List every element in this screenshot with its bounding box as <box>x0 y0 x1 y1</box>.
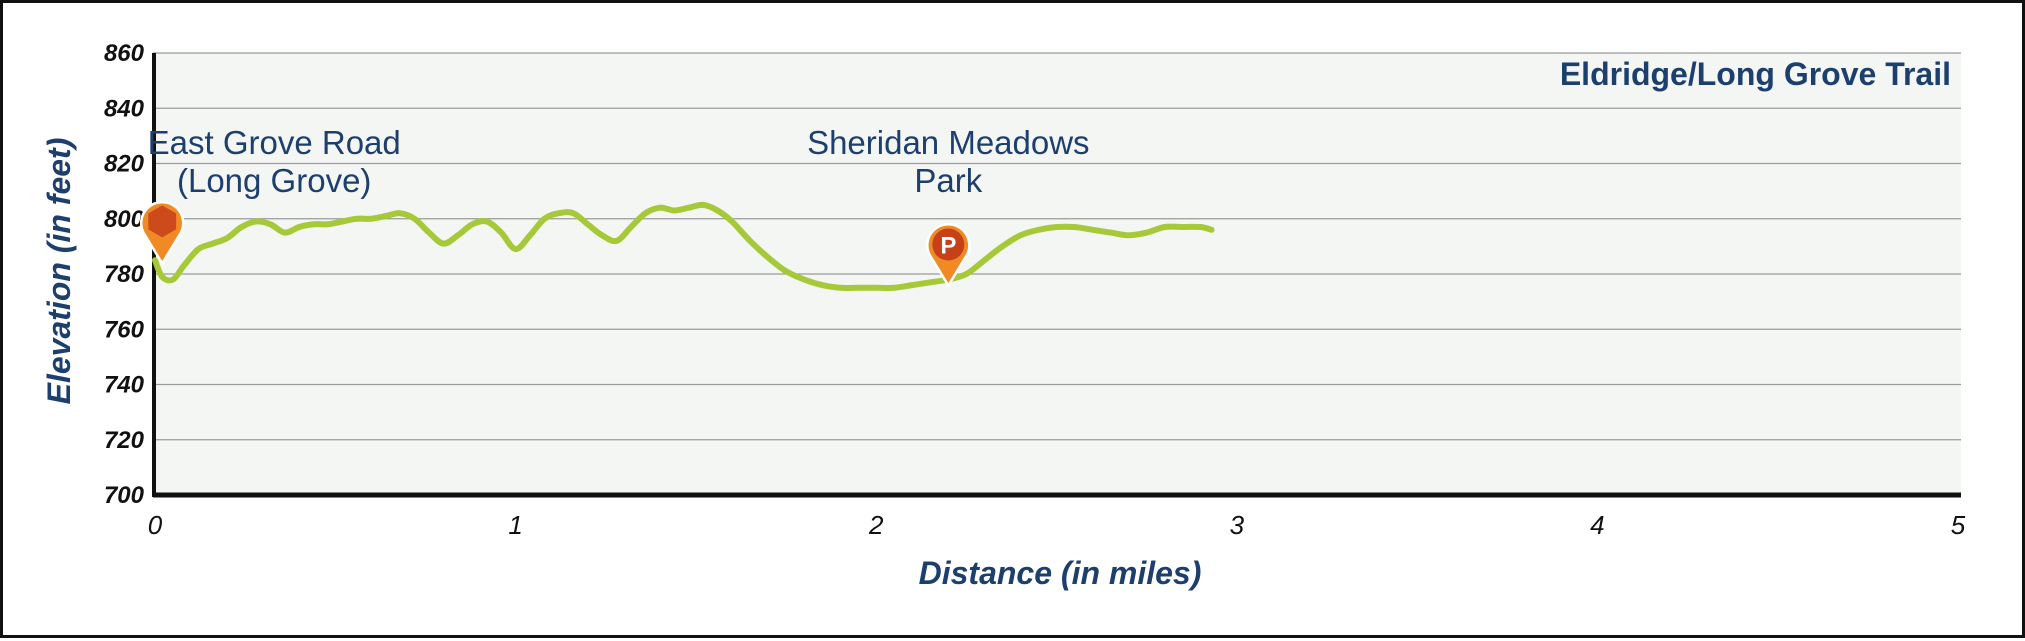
y-tick-label: 700 <box>104 482 145 509</box>
annotation-label: East Grove Road <box>148 124 401 161</box>
y-axis-title: Elevation (in feet) <box>41 138 77 405</box>
pin-inner <box>932 228 965 261</box>
parking-letter: P <box>940 233 956 260</box>
x-tick-labels: 0 1 2 3 4 5 <box>148 510 1966 540</box>
y-tick-label: 840 <box>104 95 145 122</box>
annotation-label: (Long Grove) <box>177 162 371 199</box>
y-tick-labels: 700 720 740 760 780 800 820 840 860 <box>104 40 145 509</box>
chart-title: Eldridge/Long Grove Trail <box>1560 56 1951 92</box>
y-tick-label: 800 <box>104 206 145 233</box>
y-tick-label: 740 <box>104 372 145 399</box>
parking-pin-icon: P <box>926 223 971 288</box>
y-tick-label: 820 <box>104 151 145 178</box>
y-tick-label: 760 <box>104 316 145 343</box>
x-tick-label: 2 <box>868 510 884 540</box>
annotation-layer: East Grove Road(Long Grove) P Sheridan Mea… <box>140 124 1090 288</box>
x-tick-label: 5 <box>1951 510 1966 540</box>
annotation-label: Park <box>914 162 982 199</box>
elevation-line <box>152 201 1215 292</box>
y-tick-label: 780 <box>104 261 145 288</box>
x-tick-label: 3 <box>1230 510 1245 540</box>
x-tick-label: 1 <box>508 510 522 540</box>
y-tick-label: 860 <box>104 40 145 67</box>
x-axis-title: Distance (in miles) <box>919 555 1202 591</box>
grid-lines <box>153 52 1961 441</box>
pin-inner <box>148 205 177 238</box>
hexagon-pin-icon <box>140 200 185 266</box>
elevation-chart: 700 720 740 760 780 800 820 840 860 0 1 2 3 4 5 East … <box>41 40 1966 591</box>
x-tick-label: 4 <box>1590 510 1604 540</box>
x-tick-label: 0 <box>148 510 163 540</box>
annotation-label: Sheridan Meadows <box>807 124 1090 161</box>
y-tick-label: 720 <box>104 427 145 454</box>
